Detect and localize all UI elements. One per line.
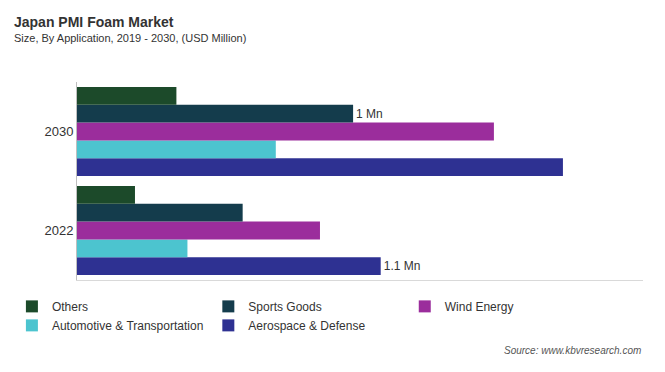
svg-text:Automotive & Transportation: Automotive & Transportation: [52, 319, 203, 333]
svg-text:Japan PMI Foam Market: Japan PMI Foam Market: [14, 14, 174, 30]
svg-text:Aerospace & Defense: Aerospace & Defense: [248, 319, 365, 333]
svg-text:1 Mn: 1 Mn: [356, 107, 383, 121]
svg-text:Wind Energy: Wind Energy: [445, 300, 514, 314]
svg-text:Source: www.kbvresearch.com: Source: www.kbvresearch.com: [504, 345, 641, 356]
svg-text:Size, By Application, 2019 - 2: Size, By Application, 2019 - 2030, (USD …: [14, 32, 246, 44]
svg-text:Sports Goods: Sports Goods: [248, 300, 321, 314]
svg-text:1.1 Mn: 1.1 Mn: [384, 259, 421, 273]
svg-text:2022: 2022: [44, 223, 73, 238]
svg-text:2030: 2030: [44, 124, 73, 139]
svg-text:Others: Others: [52, 300, 88, 314]
